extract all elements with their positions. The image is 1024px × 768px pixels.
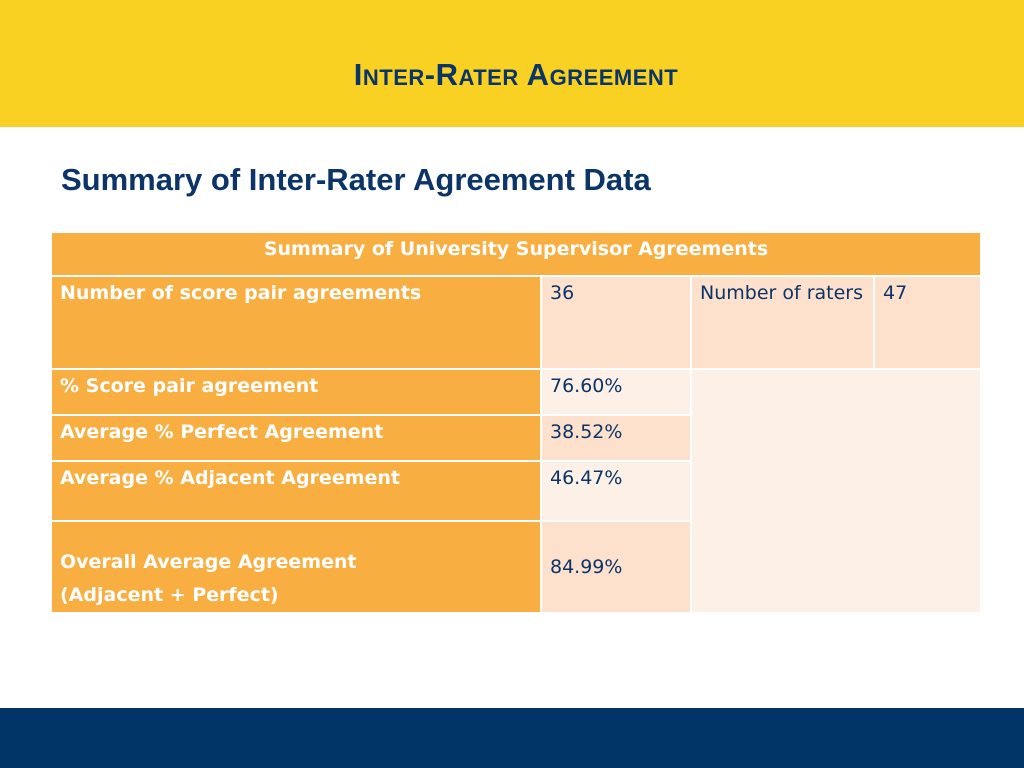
row-label: Average % Adjacent Agreement — [50, 460, 542, 522]
empty-cell — [690, 368, 982, 614]
row-label: % Score pair agreement — [50, 368, 542, 416]
slide-title: Inter-Rater Agreement — [353, 57, 679, 92]
row-label: Average % Perfect Agreement — [50, 414, 542, 462]
summary-table: Summary of University Supervisor Agreeme… — [50, 231, 982, 614]
table-row: % Score pair agreement 76.60% — [50, 368, 982, 614]
table-row: Overall Average Agreement (Adjacent + Per… — [50, 520, 981, 614]
row-label-line-1: Overall Average Agreement — [60, 551, 357, 573]
row-value: 76.60% — [540, 368, 692, 416]
row-value: 36 — [540, 275, 692, 370]
row-value: 84.99% — [540, 520, 692, 614]
row-value: 38.52% — [540, 414, 692, 462]
row-label: Overall Average Agreement (Adjacent + Per… — [50, 520, 542, 614]
raters-label: Number of raters — [690, 275, 875, 370]
footer-band — [0, 708, 1024, 768]
slide-subtitle: Summary of Inter-Rater Agreement Data — [61, 162, 651, 197]
table-caption: Summary of University Supervisor Agreeme… — [50, 231, 982, 277]
table-row: Average % Adjacent Agreement 46.47% — [50, 460, 981, 522]
raters-value: 47 — [873, 275, 982, 370]
header-band — [0, 0, 1024, 127]
table-row: Number of score pair agreements 36 Numbe… — [50, 275, 982, 370]
table-row: Average % Perfect Agreement 38.52% — [50, 414, 981, 462]
row-label-line-2: (Adjacent + Perfect) — [60, 584, 279, 606]
row-label: Number of score pair agreements — [50, 275, 542, 370]
row-value: 46.47% — [540, 460, 692, 522]
summary-table-container: Summary of University Supervisor Agreeme… — [50, 231, 982, 614]
table-caption-row: Summary of University Supervisor Agreeme… — [50, 231, 982, 277]
